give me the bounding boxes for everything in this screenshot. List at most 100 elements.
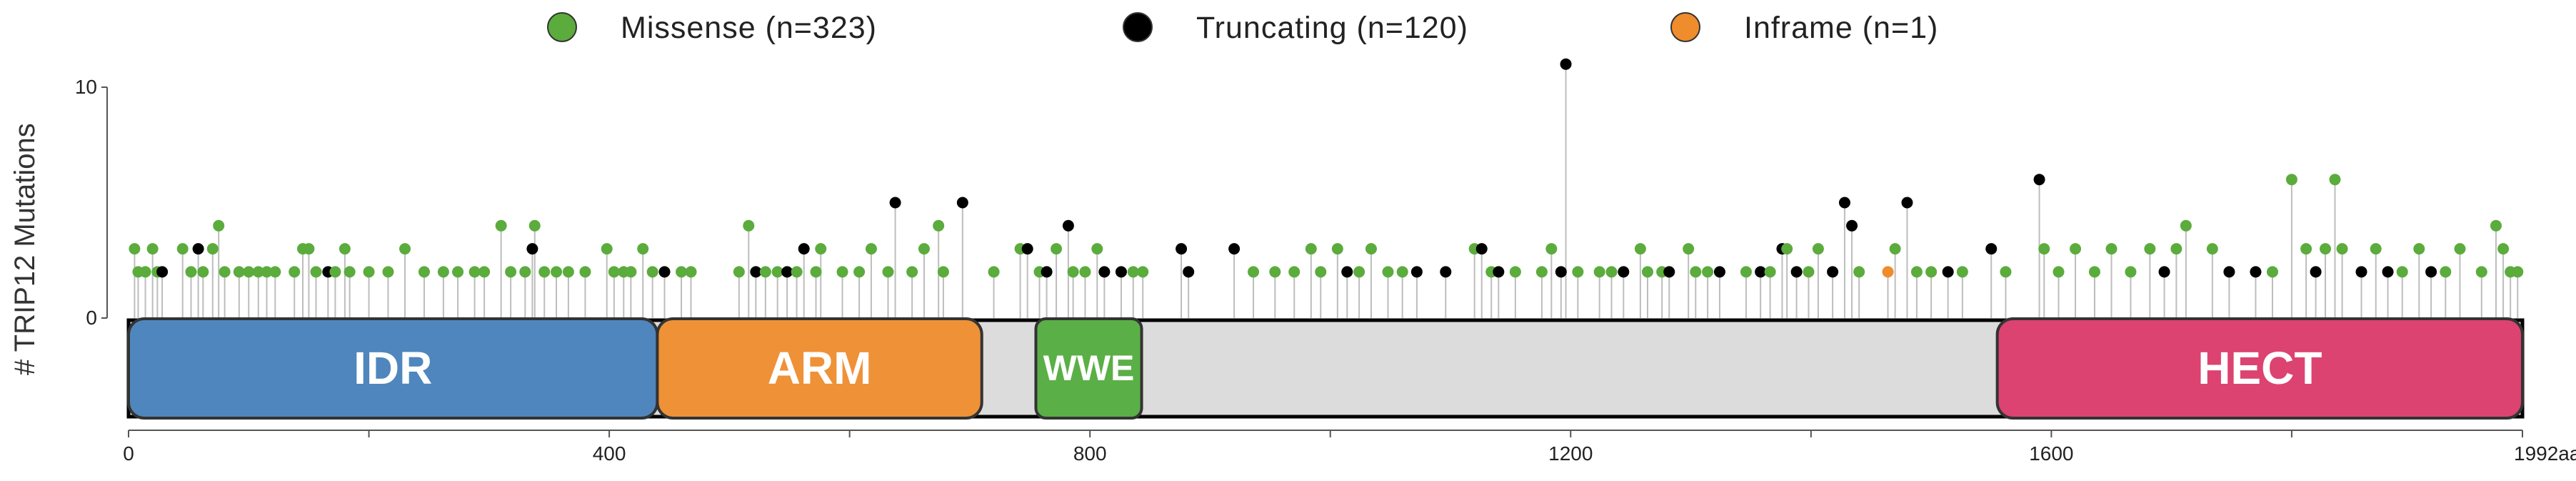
mutation-dot-missense — [2088, 266, 2100, 278]
mutation-dot-missense — [1702, 266, 1714, 278]
mutation-dot-missense — [791, 266, 803, 278]
mutation-dot-truncating — [798, 243, 810, 255]
mutation-dot-missense — [759, 266, 771, 278]
mutation-dot-missense — [1593, 266, 1605, 278]
mutation-dot-missense — [1925, 266, 1938, 278]
mutation-dot-missense — [1690, 266, 1702, 278]
mutation-dot-missense — [1353, 266, 1365, 278]
mutation-dot-missense — [2266, 266, 2278, 278]
mutation-dot-missense — [146, 243, 159, 255]
mutation-dot-missense — [303, 243, 315, 255]
mutation-dot-missense — [1051, 243, 1063, 255]
mutation-dot-missense — [2413, 243, 2425, 255]
mutation-dot-missense — [601, 243, 613, 255]
mutation-dot-missense — [528, 219, 541, 232]
mutation-dot-missense — [2125, 266, 2137, 278]
mutation-dot-missense — [882, 266, 894, 278]
mutation-dot-missense — [139, 266, 151, 278]
mutation-dot-missense — [676, 266, 688, 278]
mutation-dot-missense — [505, 266, 517, 278]
mutation-dot-missense — [233, 266, 245, 278]
mutation-dot-missense — [418, 266, 430, 278]
mutation-dot-missense — [1331, 243, 1343, 255]
mutation-dot-truncating — [1713, 266, 1725, 278]
mutation-dot-missense — [495, 219, 507, 232]
mutation-dot-missense — [2038, 243, 2050, 255]
mutation-dot-truncating — [2310, 266, 2322, 278]
mutation-dot-missense — [1067, 266, 1079, 278]
mutation-dot-truncating — [750, 266, 762, 278]
mutation-dot-missense — [213, 219, 225, 232]
mutation-dot-truncating — [2382, 266, 2394, 278]
mutation-dot-missense — [1509, 266, 1521, 278]
mutation-dot-missense — [2512, 266, 2524, 278]
mutation-dot-truncating — [1341, 266, 1353, 278]
mutation-dot-missense — [637, 243, 649, 255]
mutation-dot-missense — [219, 266, 231, 278]
mutation-dot-missense — [310, 266, 322, 278]
domain-label-idr: IDR — [354, 342, 432, 394]
mutation-dot-truncating — [1942, 266, 1954, 278]
mutation-dot-missense — [363, 266, 375, 278]
mutation-dot-truncating — [526, 243, 538, 255]
mutation-dot-truncating — [1041, 266, 1053, 278]
domain-arm — [656, 317, 983, 420]
domain-label-arm: ARM — [768, 342, 872, 394]
mutation-dot-missense — [197, 266, 209, 278]
y-tick-label-0: 0 — [86, 307, 97, 329]
mutation-dot-truncating — [1827, 266, 1839, 278]
mutation-dot-truncating — [1846, 219, 1858, 232]
mutation-dot-missense — [1315, 266, 1327, 278]
mutation-dot-missense — [2070, 243, 2082, 255]
mutation-dot-missense — [252, 266, 264, 278]
legend-marker-truncating — [1123, 12, 1153, 42]
mutation-dot-missense — [2320, 243, 2332, 255]
mutation-dot-missense — [2490, 219, 2502, 232]
mutation-dot-missense — [2206, 243, 2218, 255]
mutation-dot-truncating — [1228, 243, 1241, 255]
mutation-dot-missense — [243, 266, 255, 278]
x-tick-label: 0 — [123, 442, 134, 465]
mutation-dot-truncating — [1985, 243, 1998, 255]
mutation-dot-missense — [2454, 243, 2466, 255]
mutation-dot-truncating — [956, 197, 968, 209]
mutation-dot-truncating — [1176, 243, 1188, 255]
mutation-dot-missense — [933, 219, 945, 232]
mutation-dot-missense — [1634, 243, 1646, 255]
mutation-dot-missense — [2370, 243, 2382, 255]
mutation-dot-missense — [2053, 266, 2065, 278]
mutation-dot-truncating — [889, 197, 901, 209]
mutation-dot-missense — [2180, 219, 2192, 232]
x-tick-label: 1600 — [2029, 442, 2073, 465]
mutation-dot-missense — [836, 266, 848, 278]
mutation-dot-missense — [129, 243, 141, 255]
mutation-dot-missense — [2336, 243, 2348, 255]
mutation-dot-missense — [1572, 266, 1584, 278]
mutation-stems — [134, 64, 2519, 318]
mutation-dot-missense — [1889, 243, 1901, 255]
mutation-dot-truncating — [1062, 219, 1074, 232]
mutation-dot-truncating — [1475, 243, 1488, 255]
mutation-dot-missense — [269, 266, 281, 278]
mutation-dot-truncating — [156, 266, 169, 278]
legend-marker-inframe — [1670, 12, 1700, 42]
mutation-dot-truncating — [1618, 266, 1630, 278]
x-tick-label: 400 — [593, 442, 626, 465]
mutation-dot-truncating — [658, 266, 671, 278]
mutation-dot-truncating — [1440, 266, 1452, 278]
mutation-dot-missense — [1305, 243, 1317, 255]
mutation-dot-missense — [988, 266, 1000, 278]
mutation-dot-missense — [1853, 266, 1865, 278]
mutation-dot-missense — [2440, 266, 2452, 278]
mutation-dot-missense — [1803, 266, 1815, 278]
mutation-dot-missense — [2475, 266, 2487, 278]
mutation-dot-missense — [1396, 266, 1408, 278]
mutation-dot-missense — [918, 243, 930, 255]
mutation-dot-missense — [538, 266, 551, 278]
mutation-dot-missense — [289, 266, 301, 278]
mutation-dot-missense — [206, 243, 219, 255]
mutation-dot-missense — [2144, 243, 2156, 255]
mutation-dot-missense — [1683, 243, 1695, 255]
mutation-dot-missense — [1781, 243, 1793, 255]
mutation-dot-truncating — [1183, 266, 1195, 278]
